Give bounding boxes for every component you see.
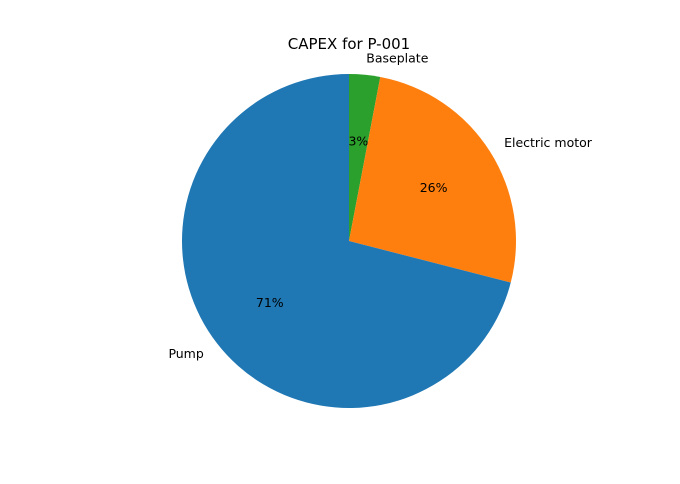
slice-label-electric-motor: Electric motor [504,135,593,150]
slice-percent-pump: 71% [256,295,284,310]
pie-labels: Baseplate 3% Electric motor 26% Pump 71% [168,51,592,362]
slice-label-pump: Pump [168,346,203,361]
pie-slice-pump [181,73,511,408]
slice-percent-baseplate: 3% [348,134,368,149]
slice-percent-electric-motor: 26% [420,180,448,195]
slice-label-baseplate: Baseplate [366,51,428,66]
pie-slice-baseplate [349,74,381,241]
pie-slice-electric-motor [349,76,516,283]
chart-title: CAPEX for P-001 [288,35,410,53]
pie-slices [181,73,516,408]
